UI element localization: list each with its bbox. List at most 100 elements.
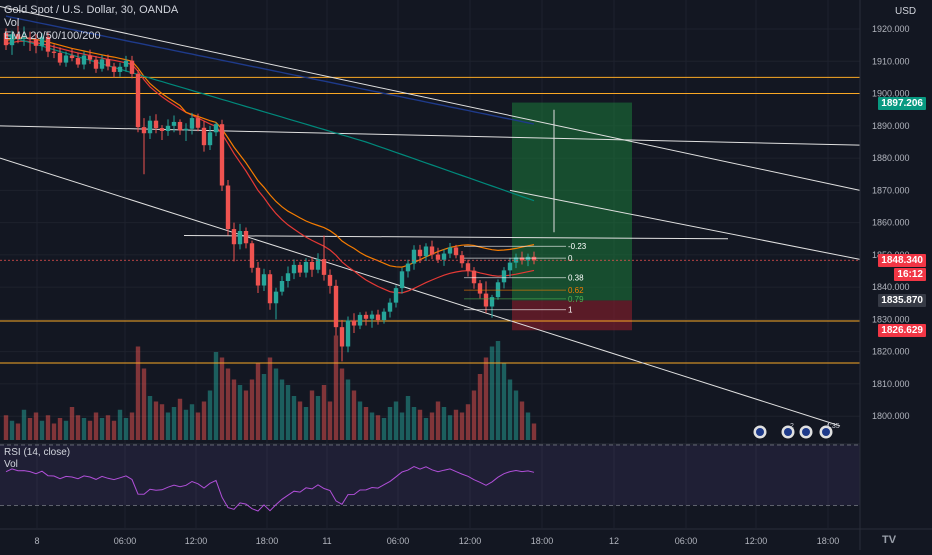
volume-bar	[45, 415, 51, 440]
volume-bar	[453, 409, 459, 440]
time-axis-tick: 06:00	[675, 536, 698, 546]
event-badge-count: 2	[790, 423, 794, 430]
fib-level-label: 0	[568, 254, 573, 263]
candle-body	[39, 36, 45, 46]
time-axis-tick: 06:00	[114, 536, 137, 546]
candle-body	[117, 66, 123, 72]
fib-level-label: 1	[568, 306, 573, 315]
chart-legend: Gold Spot / U.S. Dollar, 30, OANDA Vol E…	[4, 4, 178, 43]
volume-bar	[267, 357, 273, 440]
candle-body	[465, 263, 471, 271]
volume-bar	[39, 420, 45, 440]
volume-bar	[153, 401, 159, 440]
candle-body	[57, 52, 63, 63]
candle-body	[375, 314, 381, 321]
candle-body	[33, 39, 39, 46]
candle-body	[267, 274, 273, 304]
candle-body	[363, 314, 369, 319]
candle-body	[279, 281, 285, 292]
volume-bar	[441, 407, 447, 440]
candle-body	[153, 120, 159, 129]
volume-bar	[465, 404, 471, 440]
candle-body	[519, 257, 525, 261]
candle-body	[159, 128, 165, 131]
volume-bar	[339, 368, 345, 440]
candle-body	[435, 254, 441, 260]
candle-body	[99, 59, 105, 69]
volume-bar	[513, 390, 519, 440]
candle-body	[51, 51, 57, 53]
volume-bar	[429, 412, 435, 440]
tradingview-logo[interactable]: TV	[882, 534, 897, 546]
symbol-title[interactable]: Gold Spot / U.S. Dollar, 30, OANDA	[4, 4, 179, 16]
ema-legend[interactable]: EMA 20/50/100/200	[4, 30, 101, 42]
volume-bar	[81, 418, 87, 440]
rsi-label[interactable]: RSI (14, close)	[4, 447, 71, 458]
volume-bar	[87, 420, 93, 440]
volume-bar	[411, 407, 417, 440]
fib-retracement: -0.23 0 0.38 0.620.79 1	[464, 242, 587, 315]
volume-bar	[51, 423, 57, 440]
candle-body	[369, 314, 375, 319]
time-axis-tick: 18:00	[256, 536, 279, 546]
volume-bar	[489, 346, 495, 440]
long-position-profit-zone	[512, 102, 632, 301]
volume-bar	[477, 374, 483, 440]
rsi-volume-label[interactable]: Vol	[4, 459, 18, 470]
volume-bar	[273, 368, 279, 440]
price-axis-tick: 1830.000	[872, 314, 910, 324]
volume-bar	[183, 409, 189, 440]
flag-icon	[784, 428, 792, 436]
candle-body	[45, 36, 51, 52]
candle-body	[291, 264, 297, 274]
volume-bar	[63, 420, 69, 440]
candle-body	[69, 55, 75, 59]
price-axis-tick: 1840.000	[872, 282, 910, 292]
volume-bar	[315, 396, 321, 440]
time-axis-tick: 12:00	[745, 536, 768, 546]
flag-icon	[756, 428, 764, 436]
volume-bar	[381, 418, 387, 440]
candle-body	[405, 263, 411, 272]
candle-body	[429, 246, 435, 255]
volume-bar	[525, 412, 531, 440]
candle-body	[177, 121, 183, 131]
candle-body	[471, 270, 477, 284]
volume-bar	[3, 415, 9, 440]
volume-bar	[177, 398, 183, 440]
candle-body	[417, 249, 423, 257]
candle-body	[441, 253, 447, 260]
candle-body	[447, 247, 453, 254]
candle-body	[63, 55, 69, 63]
price-axis-tick: 1880.000	[872, 153, 910, 163]
fib-level-label: 0.38	[568, 274, 584, 283]
candle-body	[213, 124, 219, 133]
volume-bar	[129, 412, 135, 440]
candle-body	[459, 255, 465, 264]
ema-200-line	[5, 15, 535, 125]
volume-bar	[285, 385, 291, 440]
currency-label: USD	[895, 6, 917, 17]
candle-body	[477, 283, 483, 294]
volume-bar	[501, 363, 507, 440]
candle-body	[135, 73, 141, 128]
candle-body	[147, 120, 153, 134]
volume-bar	[147, 396, 153, 440]
candle-body	[207, 132, 213, 146]
volume-bar	[483, 357, 489, 440]
candle-body	[237, 231, 243, 245]
volume-bar	[387, 407, 393, 440]
candle-body	[201, 127, 207, 146]
candle-body	[243, 231, 249, 244]
candle-body	[255, 267, 261, 286]
price-axis-tick: 1860.000	[872, 218, 910, 228]
volume-bar	[213, 352, 219, 440]
flag-icon	[802, 428, 810, 436]
volume-bar	[219, 357, 225, 440]
volume-bar	[159, 404, 165, 440]
volume-legend[interactable]: Vol	[4, 17, 20, 29]
volume-bar	[369, 412, 375, 440]
candle-body	[189, 118, 195, 129]
